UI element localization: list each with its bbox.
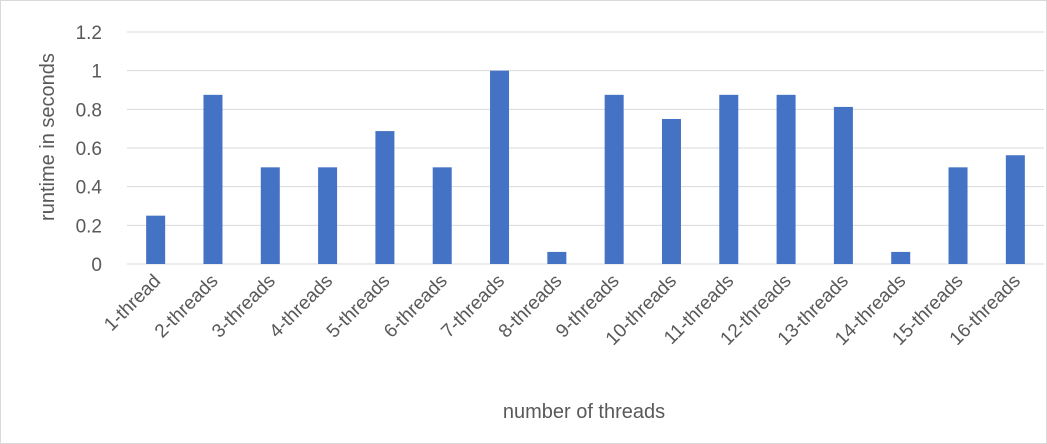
bar-9-threads bbox=[604, 94, 624, 264]
bars bbox=[146, 70, 1025, 265]
bar-14-threads bbox=[891, 251, 911, 264]
bar-5-threads bbox=[375, 131, 395, 264]
y-tick-label: 0.8 bbox=[76, 100, 102, 121]
y-tick-label: 0.4 bbox=[76, 178, 103, 199]
bar-1-thread bbox=[146, 215, 166, 264]
y-tick-label: 0.2 bbox=[76, 216, 102, 237]
y-tick-label: 1.2 bbox=[76, 23, 102, 44]
bar-4-threads bbox=[318, 167, 338, 264]
bar-8-threads bbox=[547, 251, 567, 264]
y-tick-label: 0.6 bbox=[76, 139, 102, 160]
bar-16-threads bbox=[1005, 155, 1025, 264]
x-axis-title: number of threads bbox=[503, 401, 665, 423]
bar-11-threads bbox=[719, 94, 739, 264]
bar-3-threads bbox=[260, 167, 280, 264]
y-axis-ticks: 0 0.2 0.4 0.6 0.8 1 1.2 bbox=[76, 23, 103, 276]
bar-15-threads bbox=[948, 167, 968, 264]
y-tick-label: 1 bbox=[91, 62, 102, 83]
y-axis-title: runtime in seconds bbox=[37, 53, 59, 221]
bar-13-threads bbox=[833, 106, 853, 265]
bar-6-threads bbox=[432, 167, 452, 264]
bar-2-threads bbox=[203, 94, 223, 264]
bar-7-threads bbox=[490, 70, 510, 265]
x-axis-ticks: 1-thread2-threads3-threads4-threads5-thr… bbox=[100, 271, 1025, 350]
bar-12-threads bbox=[776, 94, 796, 264]
bar-10-threads bbox=[661, 119, 681, 264]
gridlines bbox=[127, 31, 1044, 265]
y-tick-label: 0 bbox=[91, 255, 102, 276]
